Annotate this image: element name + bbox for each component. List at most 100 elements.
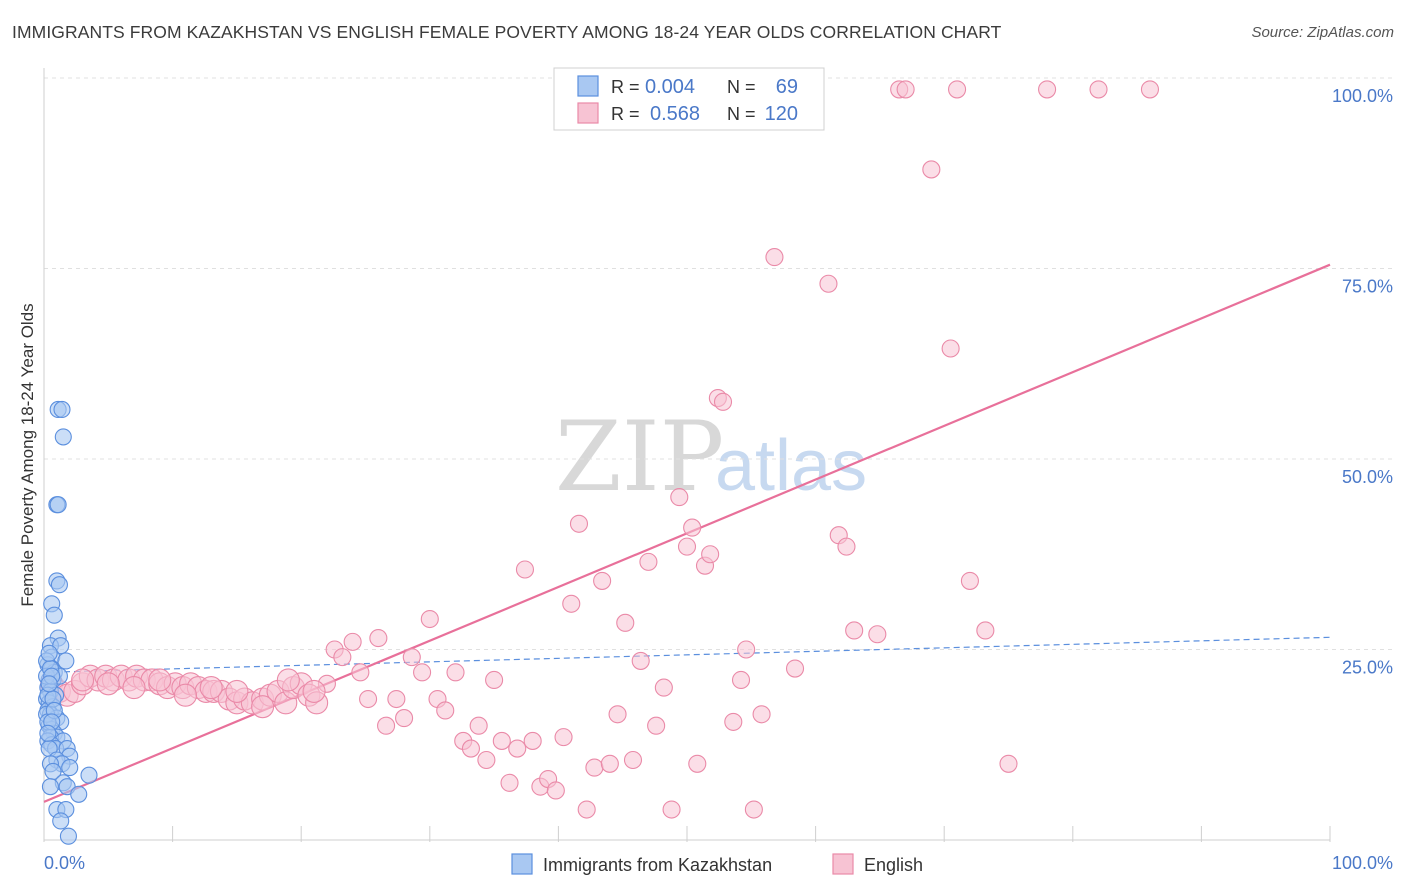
point-english-119 xyxy=(302,679,326,703)
y-tick-label-25: 25.0% xyxy=(1342,658,1393,678)
point-english-81 xyxy=(683,518,702,537)
point-english-80 xyxy=(677,537,697,556)
point-english-101 xyxy=(922,160,941,179)
point-english-106 xyxy=(999,754,1018,773)
source-label: Source: ZipAtlas.com xyxy=(1251,24,1394,41)
point-english-65 xyxy=(562,594,581,613)
point-english-103 xyxy=(948,80,967,99)
point-kazakhstan-55 xyxy=(59,827,77,845)
point-kazakhstan-54 xyxy=(52,812,70,830)
point-english-100 xyxy=(896,80,915,99)
point-english-112 xyxy=(122,676,146,700)
legend-r-value-blue: 0.004 xyxy=(645,76,695,98)
point-kazakhstan-8 xyxy=(45,606,63,624)
legend-box xyxy=(553,67,825,131)
point-english-117 xyxy=(251,695,275,719)
point-english-47 xyxy=(420,609,439,629)
point-english-92 xyxy=(765,248,784,267)
legend-swatch-pink xyxy=(577,102,599,124)
point-english-44 xyxy=(395,709,414,728)
watermark-zip: ZIP xyxy=(555,401,724,513)
x-tick-label-min: 0.0% xyxy=(44,853,85,873)
point-english-105 xyxy=(976,621,995,640)
legend-n-label-pink: N = xyxy=(727,104,756,124)
point-english-73 xyxy=(623,750,643,770)
point-kazakhstan-2 xyxy=(54,428,72,446)
point-english-49 xyxy=(436,701,455,720)
point-kazakhstan-6 xyxy=(50,576,68,594)
point-english-116 xyxy=(225,679,249,703)
point-english-104 xyxy=(960,571,979,590)
series-swatch-blue xyxy=(511,853,533,875)
point-kazakhstan-47 xyxy=(80,766,98,784)
legend-n-value-blue: 69 xyxy=(776,76,798,98)
legend-swatch-blue xyxy=(577,75,599,97)
point-kazakhstan-68 xyxy=(39,724,57,742)
point-english-42 xyxy=(377,716,396,735)
point-english-72 xyxy=(616,613,635,632)
point-kazakhstan-45 xyxy=(61,759,79,777)
point-english-108 xyxy=(1089,80,1108,99)
point-english-86 xyxy=(713,392,733,411)
point-kazakhstan-1 xyxy=(53,400,71,419)
point-english-96 xyxy=(837,537,856,556)
y-tick-labels: 25.0% 50.0% 75.0% 100.0% xyxy=(1332,86,1393,678)
point-kazakhstan-50 xyxy=(41,778,59,796)
watermark-atlas: atlas xyxy=(715,426,867,506)
point-english-64 xyxy=(554,728,573,747)
point-english-114 xyxy=(173,683,198,707)
point-english-111 xyxy=(96,672,120,696)
point-english-79 xyxy=(670,488,689,507)
point-english-88 xyxy=(731,670,751,690)
point-english-68 xyxy=(585,758,604,777)
point-english-67 xyxy=(577,800,596,819)
point-english-50 xyxy=(446,663,465,682)
y-tick-label-75: 75.0% xyxy=(1342,277,1393,297)
point-english-110 xyxy=(71,668,95,692)
y-axis-label: Female Poverty Among 18-24 Year Olds xyxy=(18,303,37,606)
legend-n-value-pink: 120 xyxy=(765,103,798,125)
point-english-74 xyxy=(631,651,650,670)
point-english-93 xyxy=(785,659,805,678)
point-english-102 xyxy=(941,339,960,358)
point-english-60 xyxy=(523,731,542,750)
point-english-54 xyxy=(477,750,496,770)
point-english-69 xyxy=(593,571,612,590)
point-english-38 xyxy=(343,632,362,651)
point-kazakhstan-62 xyxy=(40,644,58,662)
point-english-94 xyxy=(819,274,838,293)
point-english-70 xyxy=(600,754,619,773)
point-english-109 xyxy=(1140,80,1160,99)
point-english-113 xyxy=(148,668,172,692)
point-english-59 xyxy=(515,560,535,579)
point-english-45 xyxy=(402,648,421,667)
legend-n-label-blue: N = xyxy=(727,77,756,97)
point-kazakhstan-65 xyxy=(40,675,58,693)
point-english-56 xyxy=(492,731,511,750)
point-kazakhstan-51 xyxy=(70,785,88,803)
series-legend: Immigrants from Kazakhstan English xyxy=(511,853,923,875)
y-tick-label-50: 50.0% xyxy=(1342,467,1393,487)
point-english-90 xyxy=(744,800,763,819)
point-kazakhstan-4 xyxy=(49,496,67,514)
point-english-82 xyxy=(688,754,707,773)
point-english-115 xyxy=(199,676,223,700)
point-english-71 xyxy=(608,705,627,724)
point-english-89 xyxy=(737,640,756,659)
point-english-77 xyxy=(654,678,673,697)
chart-title: IMMIGRANTS FROM KAZAKHSTAN VS ENGLISH FE… xyxy=(12,22,1002,42)
point-english-75 xyxy=(639,552,658,571)
point-english-43 xyxy=(387,689,406,709)
point-english-78 xyxy=(662,800,681,819)
data-points xyxy=(38,80,1160,845)
trend-line-blue xyxy=(43,636,1331,673)
legend-r-label-pink: R = xyxy=(611,104,640,124)
point-english-118 xyxy=(276,668,300,692)
point-english-58 xyxy=(508,739,527,758)
legend-r-value-pink: 0.568 xyxy=(650,103,700,125)
point-english-37 xyxy=(333,648,352,667)
point-english-91 xyxy=(752,705,771,724)
point-english-98 xyxy=(868,625,887,644)
legend-r-label-blue: R = xyxy=(611,77,640,97)
